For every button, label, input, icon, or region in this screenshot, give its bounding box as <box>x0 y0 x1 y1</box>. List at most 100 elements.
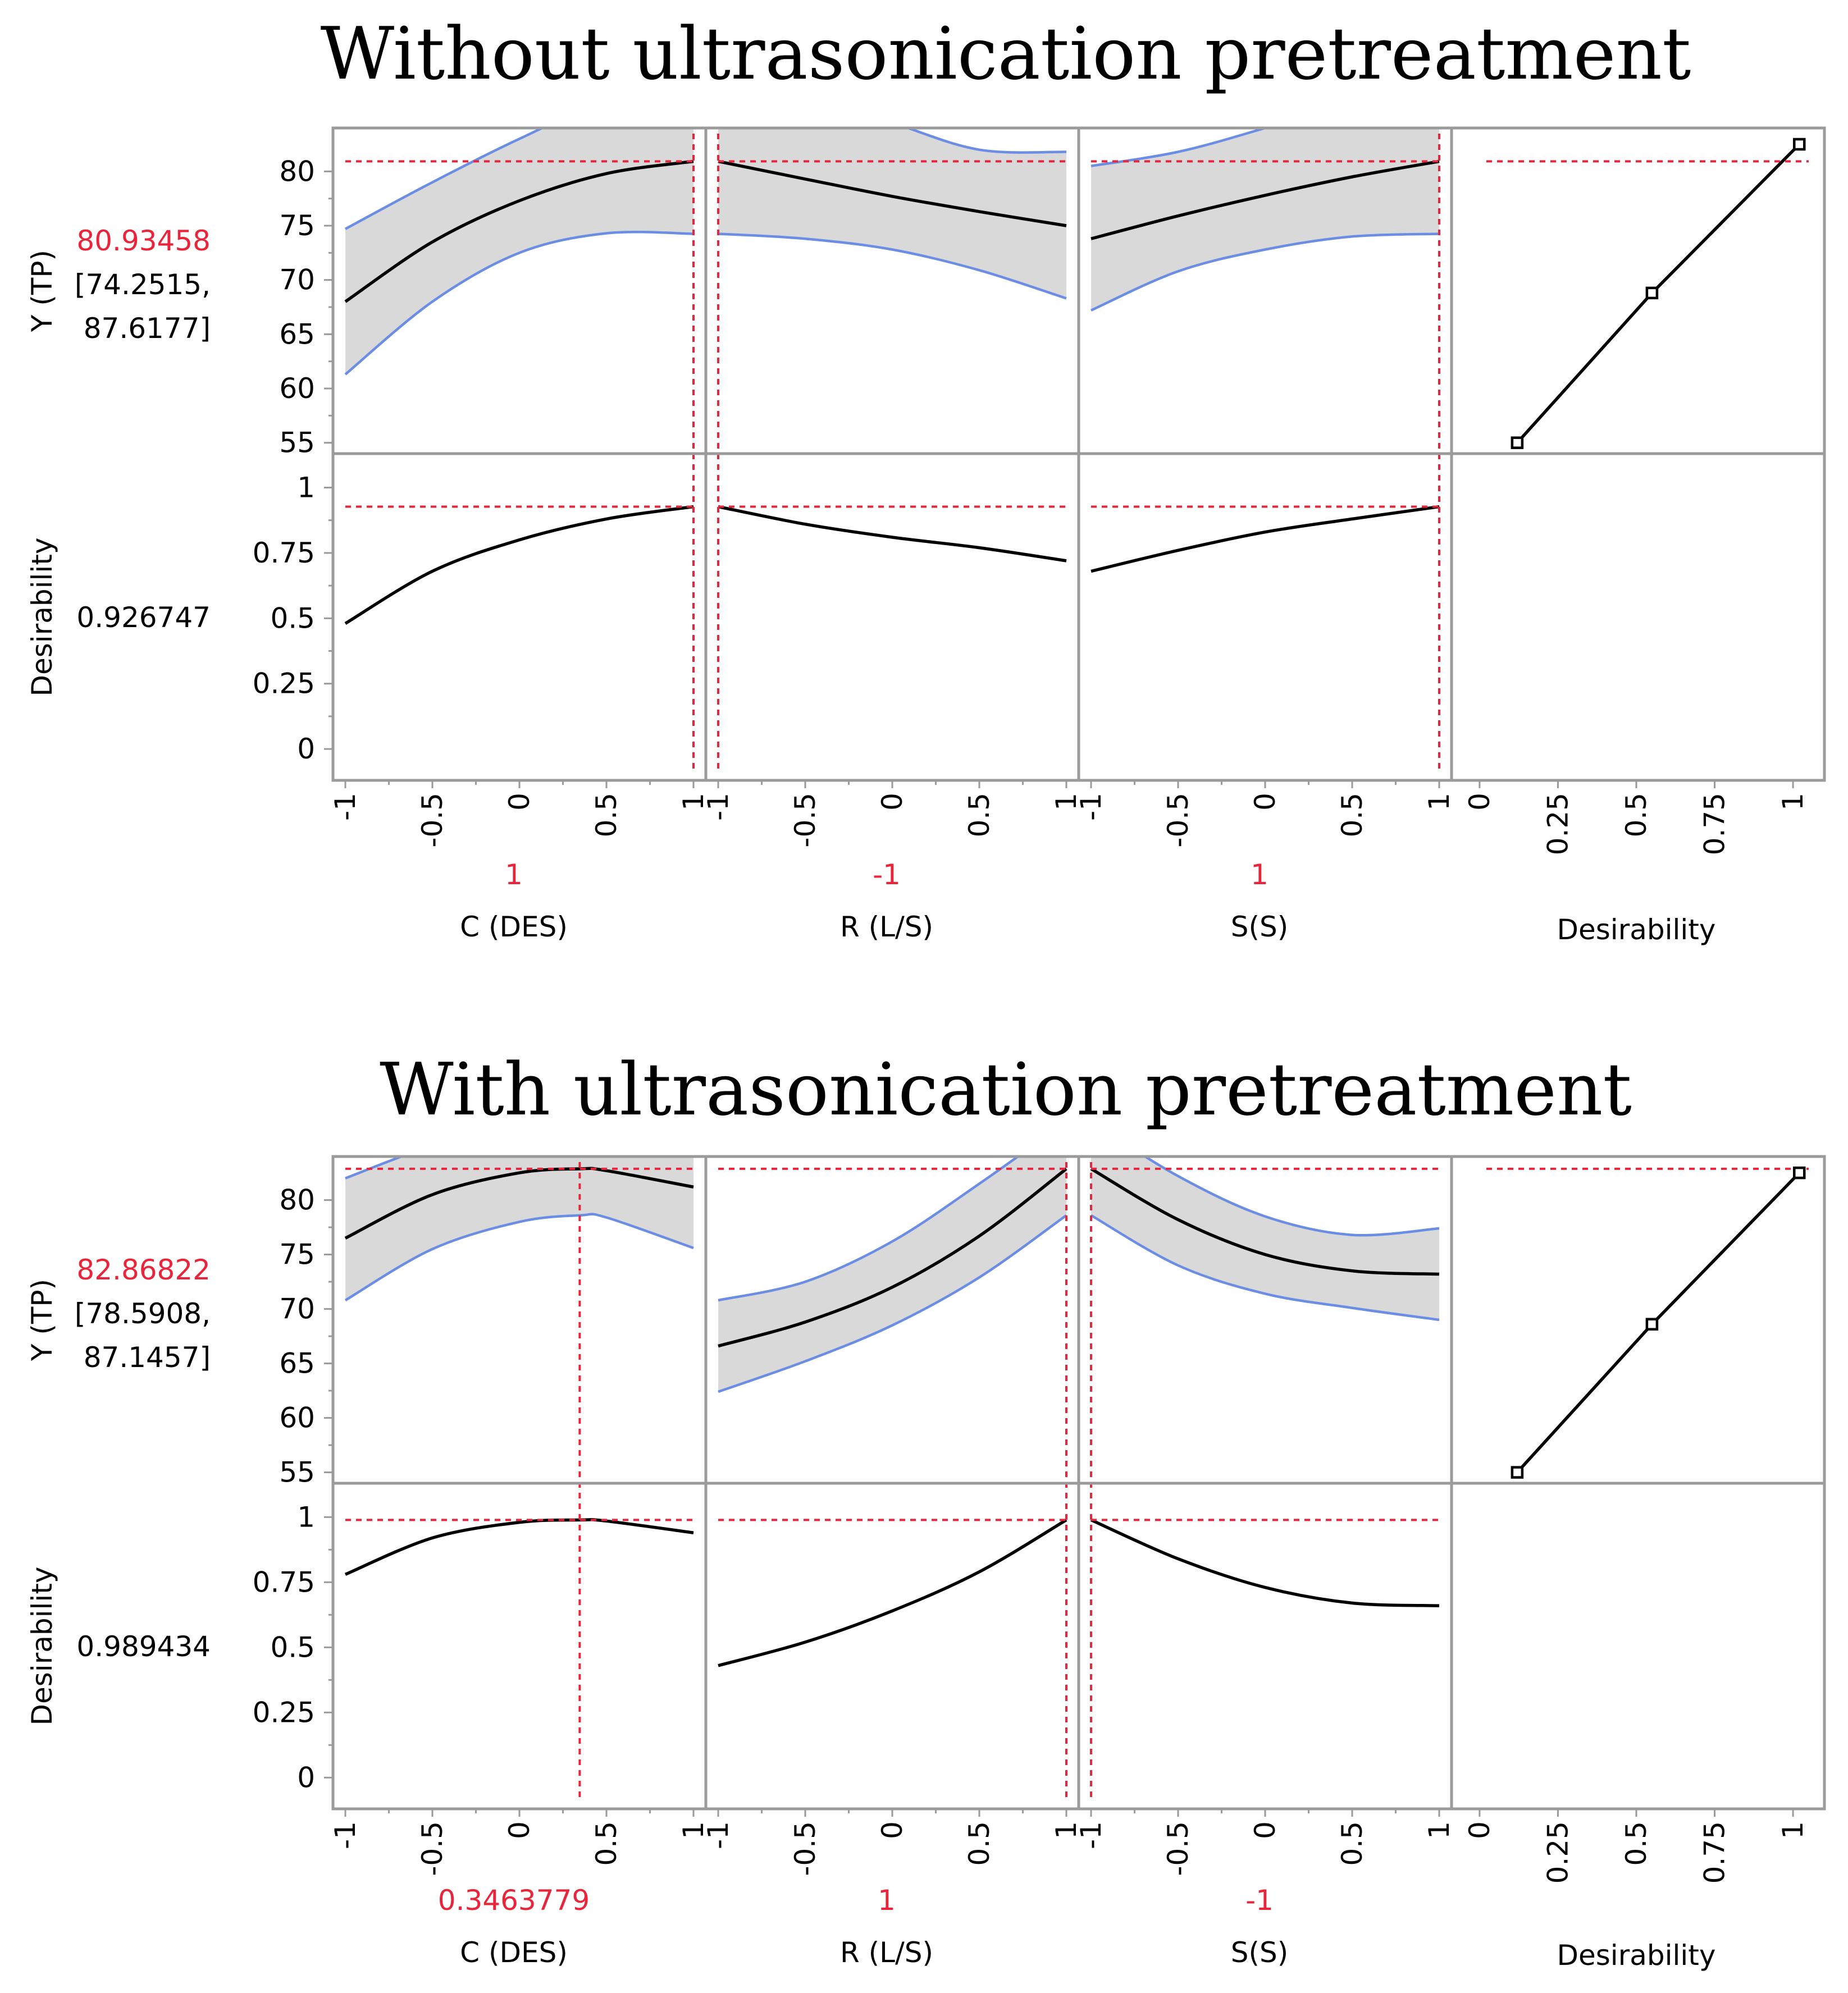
desirability-curve <box>1090 505 1440 573</box>
desirability-curve <box>344 1518 694 1576</box>
x-tick-label: 1 <box>1050 1821 1083 1839</box>
prediction-curve <box>344 159 694 303</box>
desirability-axis-name: Desirability <box>1557 913 1715 946</box>
confidence-upper-line <box>718 1157 1020 1302</box>
y-tick-label: 70 <box>279 1293 315 1325</box>
prediction-curve <box>1090 1167 1440 1276</box>
desirability-tick-label: 0.75 <box>253 1566 315 1598</box>
factor-setting-value: 1 <box>878 1884 896 1917</box>
desirability-tick-label: 0 <box>297 733 315 765</box>
desirability-tick-label: 0 <box>297 1761 315 1794</box>
x-tick-label: -0.5 <box>1162 1821 1194 1876</box>
x-tick-label: -1 <box>702 793 734 821</box>
clipped-group <box>718 1157 1067 1393</box>
factor-setting-value: 1 <box>505 858 523 891</box>
y-tick-label: 55 <box>279 427 315 459</box>
factor-setting-value: -1 <box>873 858 901 891</box>
confidence-lower-line <box>344 1213 694 1302</box>
x-tick-label: 0 <box>1249 793 1281 811</box>
desirability-tick-label: 0.5 <box>270 1631 315 1663</box>
desirability-curve <box>718 505 1067 563</box>
x-tick-label: 0 <box>1463 793 1496 811</box>
x-tick-label: 0.5 <box>590 1821 623 1866</box>
clipped-group <box>1090 1157 1440 1322</box>
factor-name: C (DES) <box>460 911 568 943</box>
desirability-tick-label: 0.25 <box>253 668 315 700</box>
desirability-tick-label: 1 <box>297 1501 315 1533</box>
x-tick-label: -0.5 <box>789 1821 822 1876</box>
desirability-marker <box>1645 1318 1659 1331</box>
y-tick-label: 75 <box>279 209 315 242</box>
y-tick-label: 55 <box>279 1456 315 1489</box>
x-tick-label: 0.25 <box>1541 1821 1574 1884</box>
x-tick-label: -0.5 <box>789 793 822 848</box>
x-tick-label: 0 <box>1463 1821 1496 1839</box>
confidence-upper-line <box>1090 128 1270 167</box>
clipped-group <box>344 1157 694 1302</box>
x-tick-label: 1 <box>1050 793 1083 811</box>
prediction-curve <box>718 1167 1067 1348</box>
x-tick-label: -1 <box>702 1821 734 1849</box>
factor-setting-value: -1 <box>1245 1884 1274 1917</box>
x-tick-label: 0.5 <box>1620 793 1653 838</box>
factor-profile-1: -1 -0.5 0 0.5 1 1 C (DES) <box>329 128 710 943</box>
confidence-lower-line <box>1090 232 1440 312</box>
y-tick-label: 80 <box>279 1184 315 1217</box>
factor-profile-2: -1 -0.5 0 0.5 1 1 R (L/S) <box>702 1157 1083 1969</box>
desirability-function: 0 0.25 0.5 0.75 1 Desirability <box>1463 1166 1809 1972</box>
x-tick-label: -0.5 <box>416 1821 449 1876</box>
response-predicted-value: 80.93458 <box>76 225 211 257</box>
y-tick-label: 60 <box>279 1402 315 1434</box>
profiler-panel-1: Without ultrasonication pretreatment Y (T… <box>26 12 1826 946</box>
x-tick-label: 0.75 <box>1699 793 1731 855</box>
factor-setting-value: 0.3463779 <box>438 1884 590 1917</box>
desirability-value: 0.989434 <box>76 1630 211 1663</box>
confidence-lower-line <box>718 232 1067 300</box>
confidence-band <box>1091 128 1439 310</box>
y-tick-label: 65 <box>279 318 315 350</box>
confidence-band <box>718 1157 1066 1392</box>
x-tick-label: 0 <box>876 1821 909 1839</box>
clipped-group <box>718 128 1067 300</box>
x-tick-label: 1 <box>1423 1821 1455 1839</box>
response-axis-label: Y (TP) <box>26 250 58 332</box>
x-tick-label: 0.5 <box>963 793 996 838</box>
prediction-curve <box>718 159 1067 227</box>
x-tick-label: 1 <box>1423 793 1455 811</box>
x-tick-label: 1 <box>677 793 710 811</box>
factor-profile-3: -1 -0.5 0 0.5 1 1 S(S) <box>1075 128 1455 943</box>
confidence-lower-line <box>718 1214 1067 1393</box>
x-tick-label: 0.5 <box>1620 1821 1653 1866</box>
clipped-group <box>1090 128 1440 312</box>
factor-name: S(S) <box>1231 911 1289 943</box>
x-tick-label: -1 <box>1075 793 1107 821</box>
desirability-tick-label: 0.25 <box>253 1696 315 1729</box>
factor-setting-value: 1 <box>1251 858 1268 891</box>
confidence-lower-line <box>344 230 694 376</box>
desirability-axis-label: Desirability <box>26 537 58 696</box>
x-tick-label: 0 <box>503 1821 536 1839</box>
desirability-curve <box>344 505 694 625</box>
x-tick-label: 1 <box>677 1821 710 1839</box>
desirability-marker <box>1645 286 1659 300</box>
factor-profile-1: -1 -0.5 0 0.5 1 0.3463779 C (DES) <box>329 1157 710 1969</box>
chart-title: Without ultrasonication pretreatment <box>321 12 1691 96</box>
x-tick-label: -1 <box>329 1821 362 1849</box>
desirability-marker <box>1511 1466 1524 1479</box>
prediction-curve <box>1090 159 1440 240</box>
confidence-band <box>1091 1157 1439 1320</box>
response-predicted-value: 82.86822 <box>76 1254 211 1286</box>
x-tick-label: 1 <box>1777 793 1809 811</box>
x-tick-label: 0.5 <box>590 793 623 838</box>
factor-name: C (DES) <box>460 1936 568 1969</box>
y-tick-label: 65 <box>279 1347 315 1380</box>
desirability-marker <box>1793 1166 1806 1180</box>
x-tick-label: -0.5 <box>416 793 449 848</box>
prediction-curve <box>344 1167 694 1240</box>
y-tick-label: 75 <box>279 1238 315 1271</box>
response-ci-upper: 87.1457] <box>84 1341 211 1374</box>
desirability-axis-label: Desirability <box>26 1566 58 1725</box>
desirability-value: 0.926747 <box>76 601 211 634</box>
response-ci-lower: [74.2515, <box>75 268 211 301</box>
response-ci-upper: 87.6177] <box>84 312 211 345</box>
